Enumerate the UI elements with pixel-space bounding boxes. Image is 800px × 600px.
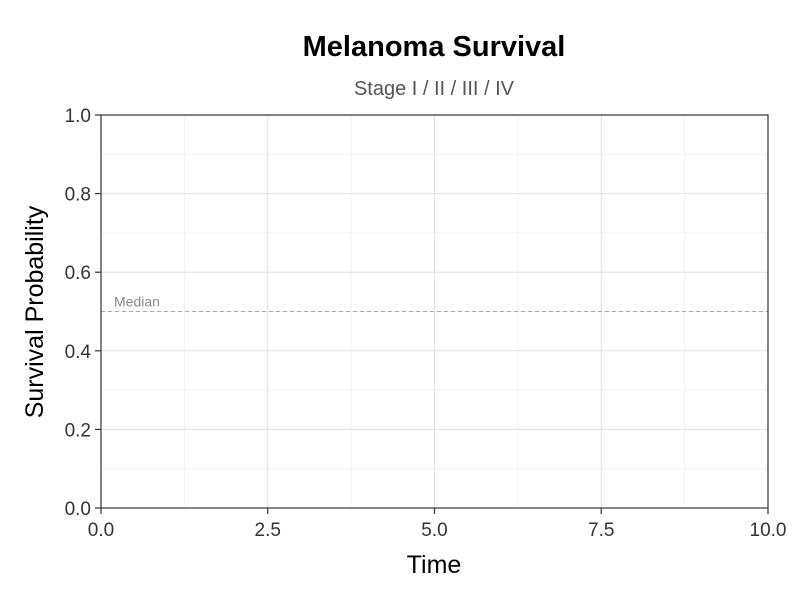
x-tick-label: 7.5 (588, 520, 614, 541)
chart-subtitle: Stage I / II / III / IV (354, 78, 515, 100)
y-tick-label: 0.0 (65, 499, 91, 520)
x-tick-label: 0.0 (88, 520, 114, 541)
y-tick-label: 0.8 (65, 185, 91, 206)
y-tick-label: 0.2 (65, 420, 91, 441)
chart-title: Melanoma Survival (303, 31, 566, 63)
y-tick-label: 0.4 (65, 342, 92, 363)
x-tick-label: 5.0 (421, 520, 447, 541)
axis-layer: 0.0 2.5 5.0 7.5 10.0 0.0 0.2 0.4 0.6 0.8 1.0 (65, 106, 787, 541)
x-tick-label: 2.5 (255, 520, 281, 541)
x-axis-title: Time (407, 551, 462, 579)
x-tick-label: 10.0 (750, 520, 787, 541)
median-label: Median (114, 294, 160, 310)
reference-layer: Median (101, 294, 768, 312)
y-tick-label: 0.6 (65, 263, 91, 284)
y-tick-label: 1.0 (65, 106, 91, 127)
y-axis-title: Survival Probability (21, 205, 49, 418)
